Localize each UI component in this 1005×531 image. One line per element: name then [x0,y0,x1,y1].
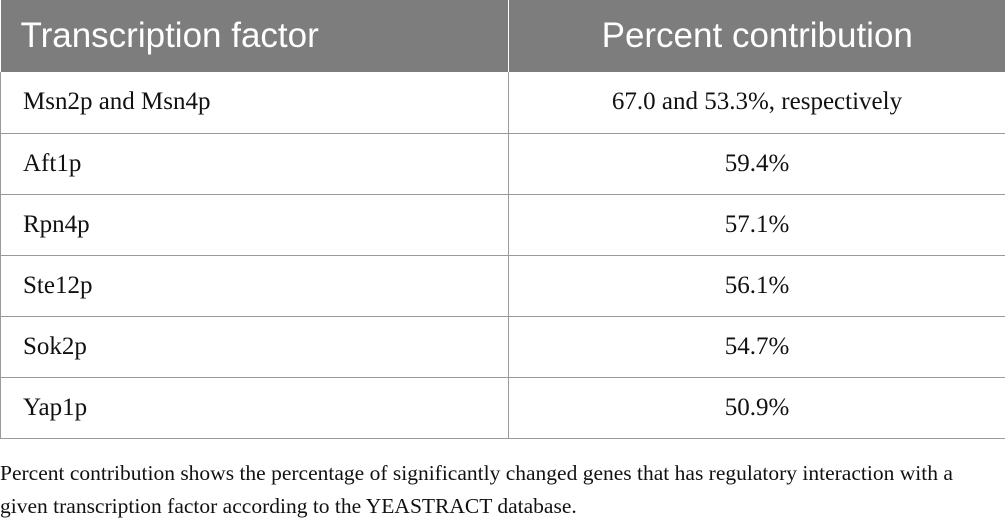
contribution-cell: 59.4% [508,133,1005,195]
table-row: Msn2p and Msn4p 67.0 and 53.3%, respecti… [0,72,1005,134]
transcription-factor-table-container: Transcription factor Percent contributio… [0,0,1005,439]
factor-cell: Rpn4p [0,194,509,256]
table-header-row: Transcription factor Percent contributio… [0,0,1005,72]
table-row: Yap1p 50.9% [0,377,1005,439]
factor-cell: Aft1p [0,133,509,195]
table-row: Rpn4p 57.1% [0,194,1005,256]
table-row: Ste12p 56.1% [0,255,1005,317]
table-row: Aft1p 59.4% [0,133,1005,195]
contribution-cell: 50.9% [508,377,1005,439]
factor-cell: Yap1p [0,377,509,439]
factor-cell: Msn2p and Msn4p [0,72,509,134]
table-footnote: Percent contribution shows the percentag… [0,461,953,518]
contribution-cell: 67.0 and 53.3%, respectively [508,72,1005,134]
header-percent-contribution: Percent contribution [508,0,1005,72]
header-transcription-factor: Transcription factor [0,0,509,72]
contribution-cell: 54.7% [508,316,1005,378]
factor-cell: Sok2p [0,316,509,378]
table-row: Sok2p 54.7% [0,316,1005,378]
factor-cell: Ste12p [0,255,509,317]
contribution-cell: 57.1% [508,194,1005,256]
contribution-cell: 56.1% [508,255,1005,317]
transcription-factor-table: Transcription factor Percent contributio… [0,0,1005,439]
